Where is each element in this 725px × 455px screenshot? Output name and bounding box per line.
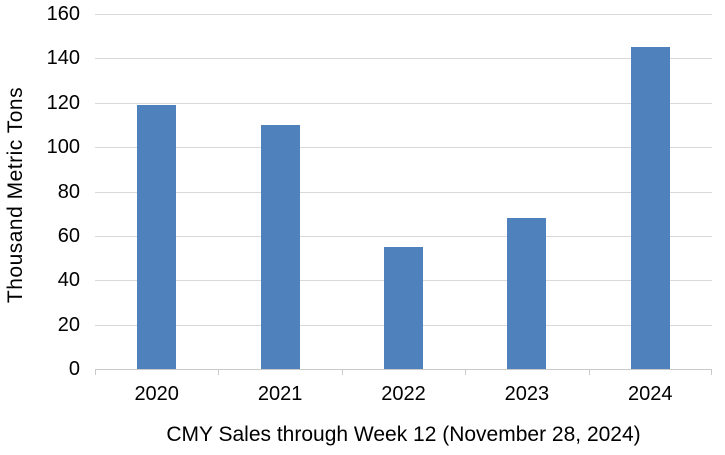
x-axis-tick-mark: [588, 369, 590, 375]
gridline: [95, 147, 712, 149]
y-axis-tick-label: 160: [46, 3, 80, 25]
gridline: [95, 102, 712, 104]
x-axis-tick-label: 2024: [628, 383, 673, 405]
gridline: [95, 14, 712, 15]
y-axis-tick-label: 120: [46, 91, 80, 114]
chart-title: CMY Sales through Week 12 (November 28, …: [166, 423, 641, 446]
plot-area: [95, 14, 712, 375]
y-axis-tick-label: 80: [57, 180, 80, 203]
y-axis-tick-labels: 0 20 40 60 80 100 120 140 160: [0, 0, 80, 455]
x-axis-tick-label: 2023: [504, 383, 550, 405]
y-axis-tick-label: 100: [46, 136, 80, 159]
y-axis-tick-label: 20: [57, 313, 80, 336]
y-axis-tick-label: 60: [57, 224, 80, 247]
x-axis-tick-label: 2020: [134, 383, 179, 405]
x-axis-tick-mark: [341, 369, 343, 375]
bar-2022: [384, 246, 423, 369]
x-axis-tick-label: 2022: [381, 383, 426, 405]
x-axis-tick-mark: [711, 369, 712, 375]
bar-2020: [137, 104, 177, 369]
x-axis-tick-mark: [218, 369, 220, 375]
x-axis-tick-mark: [95, 369, 96, 375]
gridline: [95, 58, 712, 60]
bar-2021: [260, 124, 300, 369]
x-axis-tick-mark: [465, 369, 467, 375]
y-axis-tick-label: 140: [46, 47, 80, 70]
gridline: [95, 191, 712, 193]
x-axis-tick-label: 2021: [257, 383, 303, 405]
gridline: [95, 235, 712, 237]
bar-2023: [507, 218, 547, 369]
y-axis-tick-label: 40: [57, 269, 80, 292]
bar-2024: [630, 47, 670, 369]
y-axis-tick-label: 0: [68, 358, 80, 380]
